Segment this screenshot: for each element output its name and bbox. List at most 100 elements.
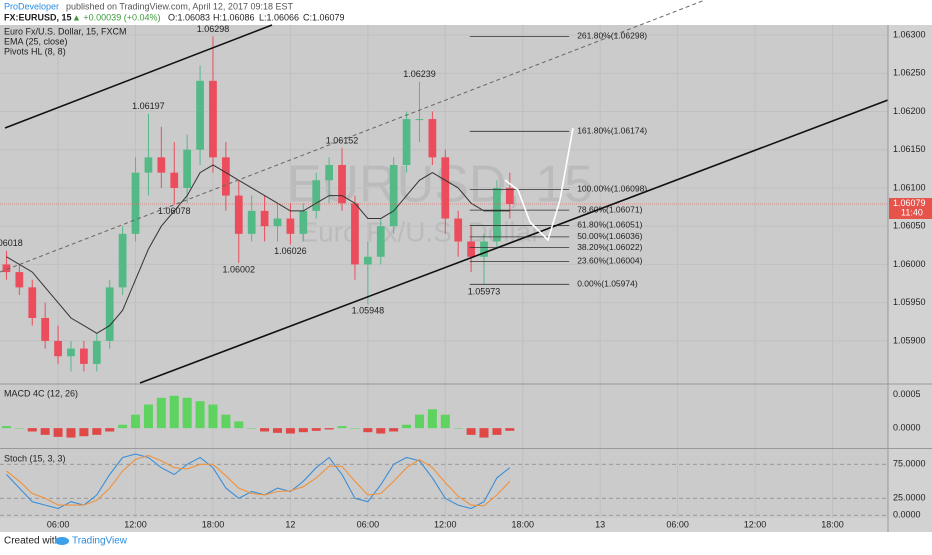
projection-line [504, 127, 574, 242]
candle-body [467, 241, 475, 257]
fib-label: 100.00%(1.06098) [577, 184, 647, 194]
macd-bar [195, 401, 205, 429]
macd-bar [350, 428, 360, 429]
candle-body [157, 157, 166, 173]
fib-label: 50.00%(1.06036) [577, 231, 642, 241]
change: ▲ +0.00039 (+0.04%) [72, 12, 160, 22]
y-tick-label: 1.06100 [893, 182, 926, 192]
pivot-label: 1.06298 [197, 24, 230, 34]
macd-bar [14, 428, 24, 429]
candle-body [28, 287, 37, 318]
macd-bar [208, 404, 218, 429]
footer-created: Created with [4, 536, 60, 547]
pivot-label: 1.06018 [0, 238, 23, 248]
candle-body [493, 187, 501, 242]
y-tick-label: 1.06200 [893, 106, 926, 116]
candle-body [505, 187, 514, 204]
candle-body [247, 210, 256, 234]
x-tick-label: 18:00 [202, 519, 225, 529]
published: published on TradingView.com, April 12, … [66, 1, 293, 11]
macd-bar [105, 428, 115, 432]
macd-bar [427, 409, 437, 429]
macd-bar [182, 397, 192, 429]
y-tick-label: 0.0000 [893, 423, 921, 433]
macd-bar [66, 428, 76, 438]
candle-body [41, 317, 50, 341]
pane-title: Stoch (15, 3, 3) [4, 453, 66, 463]
candle-body [441, 157, 450, 219]
macd-bar [92, 428, 102, 435]
stoch-line [6, 454, 511, 507]
legend-label: Pivots HL (8, 8) [4, 46, 66, 56]
pivot-label: 1.06239 [403, 69, 436, 79]
candle-body [15, 272, 24, 288]
candle-body [260, 210, 269, 227]
ema-line [6, 164, 510, 334]
macd-bar [272, 428, 283, 433]
x-tick-label: 18:00 [511, 519, 534, 529]
pivot-label: 1.06002 [223, 264, 256, 274]
macd-bar [402, 424, 412, 429]
macd-bar [376, 428, 386, 434]
y-tick-label: 1.06150 [893, 144, 926, 154]
macd-bar [311, 428, 321, 431]
legend-label: EMA (25, close) [4, 36, 68, 46]
candle-body [376, 226, 385, 257]
fib-label: 38.20%(1.06022) [577, 242, 642, 252]
candle-body [92, 340, 101, 364]
macd-bar [363, 428, 373, 433]
candle-body [222, 157, 230, 196]
macd-bar [414, 414, 424, 429]
macd-bar [234, 421, 244, 429]
macd-bar [118, 424, 128, 429]
pane-title: Euro Fx/U.S. Dollar, 15, FXCM [4, 26, 127, 36]
footer-brand[interactable]: TradingView [72, 536, 128, 547]
y-tick-label: 1.06300 [893, 29, 926, 39]
macd-bar [247, 428, 257, 429]
x-tick-label: 18:00 [821, 519, 844, 529]
pivot-label: 1.06026 [274, 246, 307, 256]
y-tick-label: 1.05900 [893, 335, 926, 345]
macd-bar [337, 426, 347, 429]
candle-body [209, 80, 217, 158]
y-tick-label: 1.06050 [893, 221, 926, 231]
pivot-label: 1.06197 [132, 101, 165, 111]
x-tick-label: 12:00 [744, 519, 767, 529]
fib-label: 0.00%(1.05974) [577, 279, 638, 289]
macd-bar [1, 426, 11, 429]
candle-body [338, 164, 346, 204]
macd-bar [131, 414, 141, 429]
x-tick-label: 06:00 [666, 519, 689, 529]
y-tick-label: 25.0000 [893, 493, 926, 503]
trend-line [139, 99, 889, 384]
candle-body [363, 256, 372, 265]
candle-body [234, 195, 243, 234]
ohlc: H:1.06086 [213, 12, 255, 22]
candle-body [286, 218, 295, 234]
time-axis-background [0, 518, 888, 532]
candle-body [2, 264, 11, 273]
candle-body [80, 348, 88, 364]
macd-bar [298, 428, 308, 433]
macd-bar [143, 404, 153, 429]
macd-bar [260, 428, 270, 432]
macd-bar [479, 428, 489, 438]
watermark-name: Euro Fx/U.S. Dollar [299, 216, 540, 247]
y-tick-label: 1.05950 [893, 297, 926, 307]
macd-bar [440, 414, 450, 429]
candle-body [351, 203, 359, 265]
candle-body [170, 172, 179, 188]
macd-bar [505, 428, 515, 431]
macd-bar [156, 397, 166, 429]
candle-body [312, 180, 321, 211]
author[interactable]: ProDeveloper [4, 1, 59, 11]
macd-bar [27, 428, 37, 432]
pivot-label: 1.05973 [468, 286, 501, 296]
x-tick-label: 12 [285, 519, 295, 529]
macd-bar [53, 428, 63, 437]
macd-bar [492, 428, 502, 435]
y-tick-label: 75.0000 [893, 459, 926, 469]
plot-background [0, 25, 888, 518]
fib-label: 261.80%(1.06298) [577, 31, 647, 41]
trend-line [4, 24, 273, 129]
